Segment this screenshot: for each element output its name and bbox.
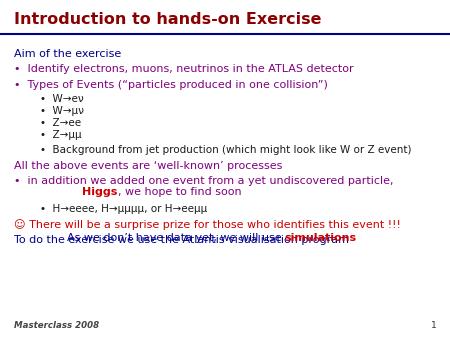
Text: As we don’t have data yet, we will use: As we don’t have data yet, we will use	[67, 233, 285, 243]
Text: •  in addition we added one event from a yet undiscovered particle,: • in addition we added one event from a …	[14, 176, 393, 187]
Text: All the above events are ‘well-known’ processes: All the above events are ‘well-known’ pr…	[14, 161, 282, 171]
Text: •  Identify electrons, muons, neutrinos in the ATLAS detector: • Identify electrons, muons, neutrinos i…	[14, 64, 353, 74]
Text: simulations: simulations	[285, 233, 357, 243]
Text: To do the exercise we use the Atlantis visualisation program: To do the exercise we use the Atlantis v…	[14, 235, 348, 245]
Text: 1: 1	[431, 320, 436, 330]
Text: Introduction to hands-on Exercise: Introduction to hands-on Exercise	[14, 12, 321, 27]
Text: •  Types of Events (“particles produced in one collision”): • Types of Events (“particles produced i…	[14, 80, 328, 90]
Text: Higgs: Higgs	[82, 187, 118, 197]
Text: •  W→eν: • W→eν	[40, 94, 84, 104]
Text: •  Z→ee: • Z→ee	[40, 118, 81, 128]
Text: , we hope to find soon: , we hope to find soon	[118, 187, 241, 197]
Text: ☺ There will be a surprise prize for those who identifies this event !!!: ☺ There will be a surprise prize for tho…	[14, 219, 400, 230]
Text: Masterclass 2008: Masterclass 2008	[14, 320, 99, 330]
Text: •  Z→μμ: • Z→μμ	[40, 130, 82, 141]
Text: Aim of the exercise: Aim of the exercise	[14, 49, 121, 59]
Text: •  W→μν: • W→μν	[40, 106, 85, 116]
Text: •  H→eeee, H→μμμμ, or H→eeμμ: • H→eeee, H→μμμμ, or H→eeμμ	[40, 204, 208, 214]
Text: •  Background from jet production (which might look like W or Z event): • Background from jet production (which …	[40, 145, 412, 155]
